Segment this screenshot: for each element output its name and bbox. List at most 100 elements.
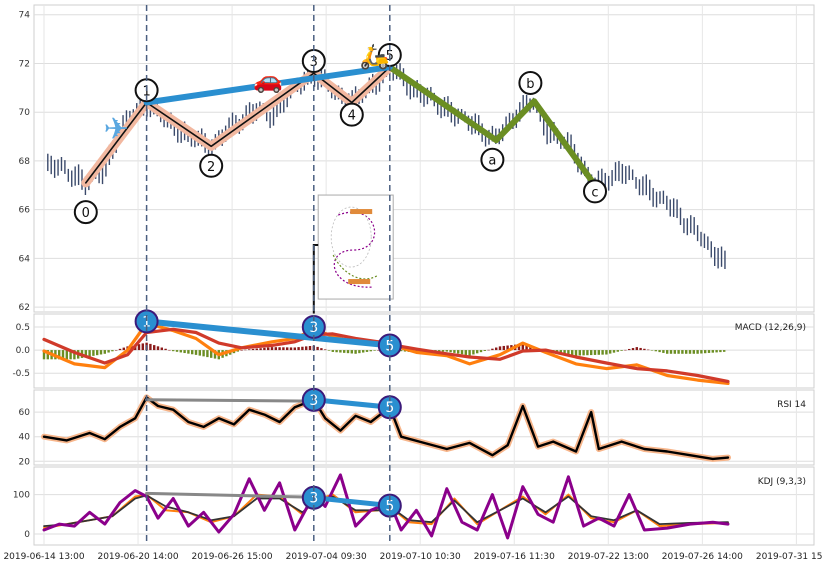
rsi-y-tick-label: 60 <box>19 408 31 418</box>
macd-histogram-bar <box>187 350 190 354</box>
inset-scooter-marker-2 <box>348 279 371 285</box>
macd-histogram-bar <box>457 350 460 354</box>
wave-label-circle <box>583 179 607 204</box>
macd-trend-line <box>143 318 393 349</box>
macd-histogram-bar <box>574 350 578 356</box>
macd-histogram-bar <box>460 350 464 355</box>
wave-label-circle <box>518 70 543 95</box>
x-tick-label: 2019-06-20 14:00 <box>97 552 178 562</box>
wave-label-circle <box>480 147 505 172</box>
macd-histogram-bar <box>688 350 692 354</box>
macd-histogram-bar <box>666 350 669 354</box>
macd-histogram-bar <box>476 350 479 354</box>
macd-histogram-bar <box>517 344 521 351</box>
price-y-tick-label: 70 <box>19 108 31 118</box>
macd-histogram-bar <box>639 347 642 351</box>
macd-histogram-bar <box>662 350 665 353</box>
macd-histogram-bar <box>73 350 76 360</box>
macd-histogram-bar <box>122 347 125 351</box>
macd-histogram-bar <box>472 350 475 355</box>
macd-histogram-bar <box>99 350 103 355</box>
x-tick-label: 2019-07-26 14:00 <box>662 552 743 562</box>
price-y-tick-label: 72 <box>19 59 30 69</box>
macd-histogram-bar <box>506 345 509 351</box>
macd-histogram-bar <box>654 350 657 352</box>
macd-histogram-bar <box>483 350 486 351</box>
macd-histogram-bar <box>487 349 490 351</box>
airplane-icon: ✈ <box>104 112 129 147</box>
kdj-j-line <box>43 494 729 527</box>
wave-label: 3 <box>310 55 318 70</box>
macd-histogram-bar <box>529 346 532 351</box>
wave-label: 1 <box>142 84 150 99</box>
macd-histogram-bar <box>711 350 714 353</box>
macd-histogram-bar <box>240 350 243 351</box>
macd-y-tick-label: 0.0 <box>16 346 31 356</box>
macd-histogram-bar <box>567 350 570 355</box>
macd-histogram-bar <box>168 349 171 351</box>
rsi-y-tick-label: 20 <box>19 457 31 467</box>
macd-histogram-bar <box>263 347 266 351</box>
macd-histogram-bar <box>616 350 619 352</box>
macd-histogram-bar <box>658 350 661 353</box>
wave-label-circle <box>73 200 98 225</box>
price-y-tick-label: 64 <box>19 254 31 264</box>
macd-histogram-bar <box>274 347 277 351</box>
macd-histogram-bar <box>206 350 209 358</box>
macd-histogram-bar <box>369 350 372 352</box>
macd-histogram-bar <box>316 346 319 351</box>
macd-histogram-bar <box>502 345 505 351</box>
macd-histogram-bar <box>286 347 289 351</box>
macd-histogram-bar <box>153 345 156 351</box>
wave-label: 2 <box>207 160 215 175</box>
macd-histogram-bar <box>685 350 688 354</box>
macd-histogram-bar <box>578 350 581 356</box>
macd-histogram-bar <box>42 350 46 360</box>
macd-histogram-bar <box>308 346 312 351</box>
macd-histogram-bar <box>377 350 380 351</box>
macd-label: MACD (12,26,9) <box>735 323 806 333</box>
macd-histogram-bar <box>111 350 114 352</box>
macd-histogram-bar <box>320 348 323 351</box>
rsi-trend-blue <box>311 397 393 410</box>
macd-histogram-bar <box>46 350 49 360</box>
macd-histogram-bar <box>362 350 365 353</box>
macd-histogram-bar <box>282 347 285 351</box>
macd-histogram-bar <box>202 350 205 357</box>
macd-histogram-bar <box>160 347 163 351</box>
macd-histogram-bar <box>438 350 441 352</box>
macd-histogram-bar <box>719 350 722 353</box>
price-y-tick-label: 62 <box>19 303 30 313</box>
price-trend-line <box>143 64 393 106</box>
macd-histogram-bar <box>61 350 65 360</box>
macd-histogram-bar <box>605 350 608 355</box>
kdj-label: KDJ (9,3,3) <box>758 477 806 487</box>
macd-histogram-bar <box>495 347 498 351</box>
inset-scooter-marker <box>350 209 373 215</box>
macd-histogram-bar <box>612 350 616 353</box>
macd-histogram-bar <box>354 350 357 354</box>
macd-histogram-bar <box>692 350 695 354</box>
macd-histogram-bar <box>453 350 456 353</box>
rsi-y-tick-label: 40 <box>19 433 31 443</box>
macd-histogram-bar <box>677 350 680 354</box>
wave-label-circle <box>199 153 224 178</box>
macd-histogram-bar <box>498 346 502 351</box>
macd-histogram-bar <box>715 350 718 353</box>
macd-histogram-bar <box>179 350 182 353</box>
price-y-tick-label: 74 <box>19 11 31 21</box>
x-tick-label: 2019-07-04 09:30 <box>286 552 367 562</box>
macd-histogram-bar <box>248 349 251 351</box>
macd-histogram-bar <box>669 350 673 354</box>
macd-histogram-bar <box>327 350 331 351</box>
macd-histogram-bar <box>92 350 95 356</box>
inset-path-gray <box>330 206 372 268</box>
macd-histogram-bar <box>643 348 646 351</box>
macd-histogram-bar <box>350 350 353 354</box>
macd-histogram-bar <box>289 347 293 351</box>
macd-y-tick-label: -0.5 <box>12 369 30 379</box>
macd-histogram-bar <box>164 348 167 351</box>
x-tick-label: 2019-06-26 15:00 <box>192 552 273 562</box>
